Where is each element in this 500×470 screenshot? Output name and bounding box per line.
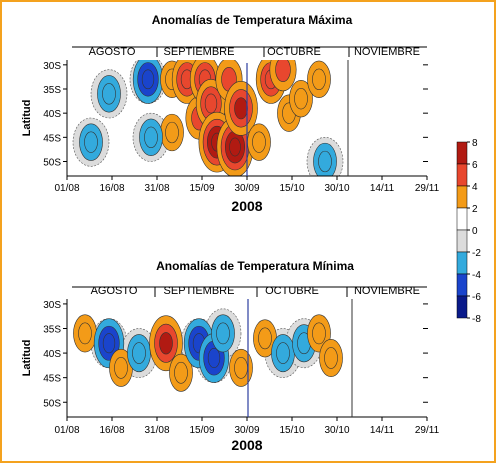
colorbar-tick-label: 4 [472,182,478,193]
tmin-axes: 30S 35S 40S 45S 50S 01/08 16/08 31/08 15/09 30/09… [43,299,440,436]
tmax-x-tick-label: 31/08 [144,183,169,194]
colorbar-tick-label: -8 [472,314,481,325]
tmin-ylabel: Latitud [21,340,33,377]
tmin-x-tick-label: 29/11 [415,425,440,436]
tmax-month-label: NOVIEMBRE [354,46,420,58]
tmax-x-tick-label: 15/09 [189,183,214,194]
tmin-anomaly-contour [207,348,221,368]
tmin-anomaly-contour [312,322,326,345]
tmin-anomaly-contour [324,347,338,369]
tmax-anomaly-contour [294,87,308,110]
tmax-y-tick-label: 35S [43,85,61,96]
colorbar: 8 6 4 2 0 -2 -4 -6 -8 [456,138,481,325]
tmax-x-tick-label: 30/10 [324,183,349,194]
tmax-x-tick-label: 01/08 [54,183,79,194]
tmin-anomaly-contour [216,322,230,345]
colorbar-tick-label: 2 [472,204,478,215]
tmax-anomaly-contour [252,131,266,153]
tmin-y-tick-label: 40S [43,349,61,360]
tmax-anomaly-contour [234,97,248,120]
tmin-anomaly-contour [276,342,290,364]
tmin-month-label: NOVIEMBRE [354,285,420,297]
tmax-month-labels: AGOSTO SEPTIEMBRE OCTUBRE NOVIEMBRE [72,46,427,58]
colorbar-tick-label: -2 [472,248,481,259]
tmin-x-tick-label: 14/11 [370,425,395,436]
figure-frame: Anomalías de Temperatura Máxima AGOSTO SE… [0,0,496,463]
colorbar-tick-label: 6 [472,160,478,171]
tmin-x-tick-label: 01/08 [54,425,79,436]
figure: Anomalías de Temperatura Máxima AGOSTO SE… [21,13,481,453]
tmax-xlabel: 2008 [231,198,262,214]
tmax-anomaly-contour [141,69,155,90]
tmin-panel: Anomalías de Temperatura Mínima AGOSTO SE… [21,259,440,453]
tmin-anomaly-contour [234,356,248,379]
colorbar-tick-label: 0 [472,226,478,237]
tmax-month-label: SEPTIEMBRE [164,46,235,58]
colorbar-segment [456,229,468,253]
colorbar-segment [456,251,468,275]
tmin-month-label: SEPTIEMBRE [164,285,235,297]
tmin-title: Anomalías de Temperatura Mínima [156,259,354,273]
tmax-anomaly-contour [102,83,116,105]
tmin-x-tick-label: 15/09 [189,425,214,436]
tmin-anomaly-contour [114,356,128,379]
tmax-x-tick-label: 30/09 [234,183,259,194]
tmin-y-tick-label: 45S [43,374,61,385]
tmax-y-tick-label: 30S [43,61,61,72]
colorbar-segment [456,163,468,187]
tmax-y-tick-label: 50S [43,158,61,169]
tmax-panel: Anomalías de Temperatura Máxima AGOSTO SE… [21,13,440,214]
tmax-anomaly-contour [144,126,158,149]
tmin-x-tick-label: 30/10 [324,425,349,436]
tmin-x-tick-label: 15/10 [279,425,304,436]
colorbar-tick-label: -6 [472,292,481,303]
tmax-ylabel: Latitud [21,100,33,137]
tmin-anomaly-contour [159,332,173,355]
tmin-month-label: AGOSTO [91,285,138,297]
colorbar-tick-label: -4 [472,270,481,281]
colorbar-segment [456,141,468,165]
tmin-x-tick-label: 31/08 [144,425,169,436]
tmax-anomaly-contour [84,131,98,153]
tmin-anomaly-contour [174,361,188,384]
tmax-anomaly-contour [318,150,332,173]
tmax-axes: 30S 35S 40S 45S 50S 01/08 16/08 31/08 15/09 30/09… [43,60,440,194]
tmax-anomaly-contour [275,60,291,82]
tmax-title: Anomalías de Temperatura Máxima [152,13,353,27]
tmax-anomaly-contour [204,93,218,114]
tmin-xlabel: 2008 [231,437,262,453]
colorbar-segment [456,185,468,209]
tmax-y-tick-label: 40S [43,109,61,120]
tmin-y-tick-label: 35S [43,325,61,336]
tmin-anomaly-contour [132,342,146,364]
tmin-y-tick-label: 30S [43,300,61,311]
tmax-anomaly-contour [229,137,241,157]
colorbar-tick-label: 8 [472,138,478,149]
tmin-x-tick-label: 30/09 [234,425,259,436]
tmax-x-tick-label: 15/10 [279,183,304,194]
colorbar-segment [456,207,468,231]
tmax-y-tick-label: 45S [43,133,61,144]
tmin-month-label: OCTUBRE [265,285,319,297]
tmax-anomaly-contour [165,121,179,144]
tmax-x-tick-label: 16/08 [99,183,124,194]
tmin-anomaly-contour [78,322,92,345]
tmin-anomaly-field [67,299,343,417]
tmax-anomaly-contour [312,68,326,91]
tmin-y-tick-label: 50S [43,398,61,409]
tmax-month-label: AGOSTO [89,46,136,58]
tmax-x-tick-label: 14/11 [370,183,395,194]
colorbar-segment [456,273,468,297]
tmin-x-tick-label: 16/08 [99,425,124,436]
colorbar-segment [456,295,468,319]
tmax-anomaly-field [67,60,344,176]
tmax-x-tick-label: 29/11 [415,183,440,194]
tmin-anomaly-contour [258,327,272,350]
tmin-anomaly-contour [102,333,116,354]
tmax-month-label: OCTUBRE [267,46,321,58]
tmin-month-labels: AGOSTO SEPTIEMBRE OCTUBRE NOVIEMBRE [72,285,427,297]
